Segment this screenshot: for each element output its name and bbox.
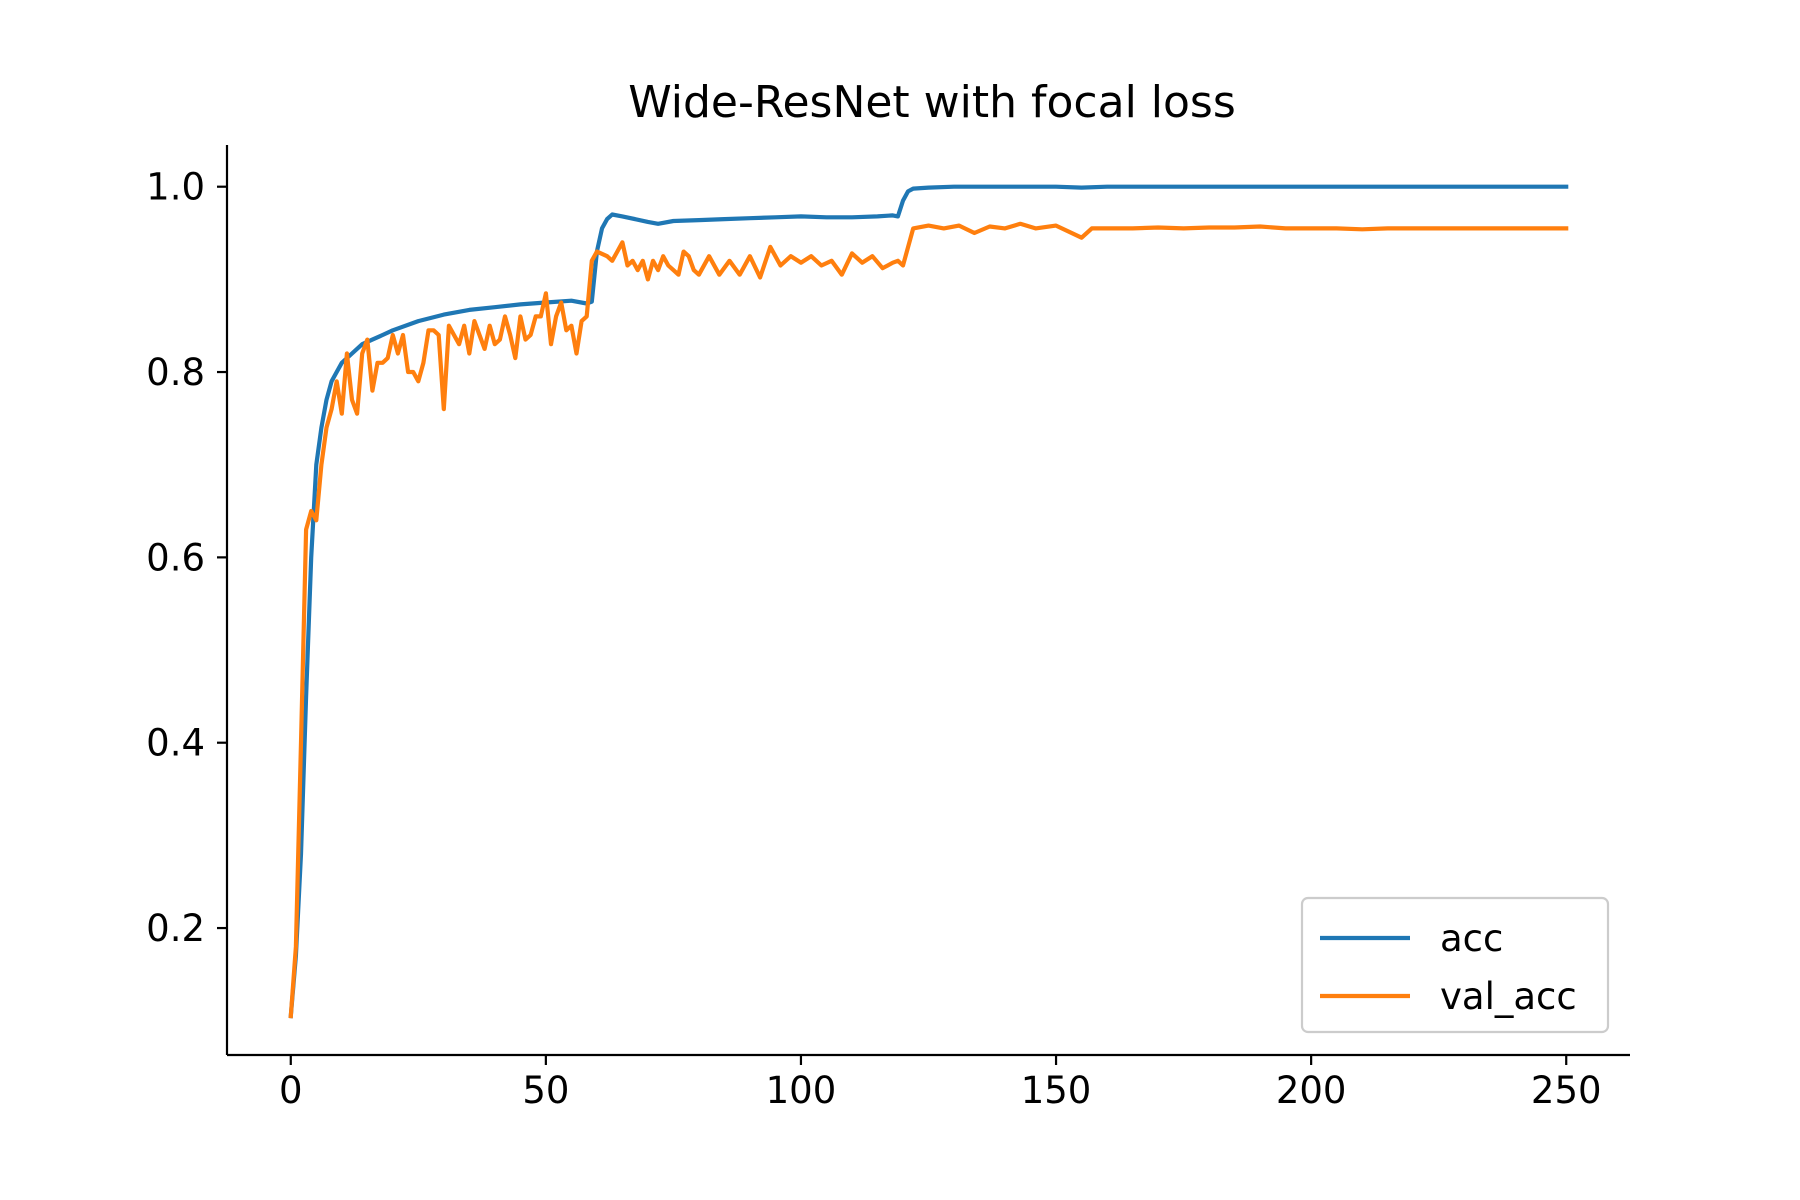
x-tick-label: 100	[766, 1069, 837, 1112]
x-tick-label: 250	[1531, 1069, 1602, 1112]
series-line-val-acc	[288, 221, 1569, 1019]
legend-label-acc: acc	[1440, 917, 1503, 960]
x-tick-label: 150	[1021, 1069, 1092, 1112]
legend: acc val_acc	[1300, 896, 1610, 1034]
y-tick-label: 1.0	[146, 166, 205, 209]
y-tick-label: 0.8	[146, 351, 205, 394]
plot-series	[288, 184, 1569, 1019]
series-line-acc	[288, 184, 1569, 1019]
x-tick-label: 0	[279, 1069, 303, 1112]
x-tick-label: 200	[1276, 1069, 1347, 1112]
y-tick-label: 0.4	[146, 722, 205, 765]
legend-label-val-acc: val_acc	[1440, 975, 1577, 1018]
y-ticks: 0.2 0.4 0.6 0.8 1.0	[146, 166, 227, 950]
y-tick-label: 0.2	[146, 907, 205, 950]
y-tick-label: 0.6	[146, 536, 205, 579]
x-tick-label: 50	[522, 1069, 569, 1112]
chart-title: Wide-ResNet with focal loss	[628, 77, 1236, 128]
legend-box	[1300, 896, 1610, 1034]
x-ticks: 0 50 100 150 200 250	[279, 1055, 1602, 1112]
legend-entries: acc val_acc	[1320, 917, 1577, 1018]
